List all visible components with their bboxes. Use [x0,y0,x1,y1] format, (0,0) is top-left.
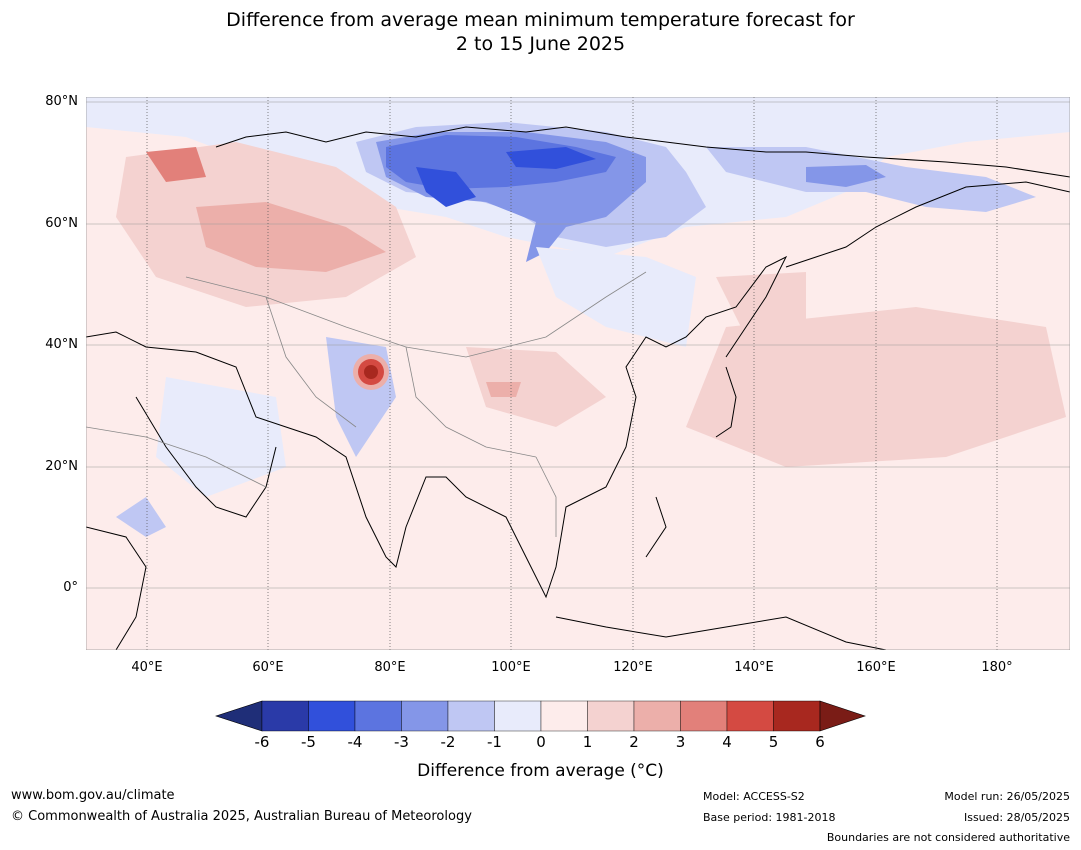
colorbar-tick-label: -3 [394,733,409,751]
anomaly-plus3-china [486,382,521,397]
colorbar-tick-label: -2 [440,733,456,751]
colorbar-under-triangle [215,700,263,732]
temperature-anomaly-map [86,97,1070,650]
colorbar-box [633,700,681,732]
title-line-1: Difference from average mean minimum tem… [226,9,855,31]
colorbar-over-triangle [819,700,866,732]
lat-gridlines [86,101,1070,589]
anomaly-minus5-central [506,147,596,169]
colorbar-tick-label: 2 [629,733,639,751]
anomaly-minus3-east [806,165,886,187]
anomaly-plus2-china [466,347,606,427]
footer-issued: Issued: 28/05/2025 [963,811,1070,824]
lat-label-80n: 80°N [45,94,78,109]
colorbar-box [494,700,542,732]
colorbar-tick-label: -1 [487,733,502,751]
colorbar-box [680,700,728,732]
hotspot-inner [364,365,378,379]
anomaly-minus1-mongolia [536,247,696,347]
colorbar-box [401,700,449,732]
anomaly-plus2-pacific [686,307,1066,467]
lon-label-80e: 80°E [374,660,406,675]
anomaly-minus2-africa [116,497,166,537]
lon-label-140e: 140°E [734,660,774,675]
footer-model: Model: ACCESS-S2 [703,790,805,803]
colorbar-tick-label: -4 [347,733,363,751]
footer-base-period: Base period: 1981-2018 [703,811,836,824]
colorbar-tick-label: 6 [815,733,825,751]
lat-label-40n: 40°N [45,337,78,352]
colorbar-box [308,700,356,732]
colorbar-tick-label: -5 [301,733,316,751]
colorbar-box [354,700,402,732]
colorbar-tick-label: 4 [722,733,732,751]
anomaly-plus3-scandinavia [146,147,206,182]
lon-label-160e: 160°E [856,660,896,675]
footer-copyright: © Commonwealth of Australia 2025, Austra… [11,809,472,824]
colorbar-tick-label: 5 [768,733,779,751]
lon-gridlines [146,97,998,650]
lat-label-0: 0° [63,580,78,595]
map-svg [86,97,1070,650]
colorbar-box [261,700,309,732]
colorbar-box [773,700,821,732]
coastlines [86,126,1070,650]
map-title: Difference from average mean minimum tem… [0,8,1081,56]
footer-disclaimer: Boundaries are not considered authoritat… [826,831,1070,844]
country-borders [86,271,647,537]
lon-label-120e: 120°E [613,660,653,675]
colorbar-box [726,700,774,732]
lon-label-40e: 40°E [131,660,163,675]
lon-label-60e: 60°E [252,660,284,675]
lon-label-180: 180° [981,660,1013,675]
footer-url[interactable]: www.bom.gov.au/climate [11,788,175,803]
title-line-2: 2 to 15 June 2025 [455,33,626,55]
colorbar-box [540,700,588,732]
colorbar-tick-label: 0 [536,733,546,751]
lat-label-20n: 20°N [45,459,78,474]
colorbar-tick-label: 1 [582,733,593,751]
anomaly-minus5-west [416,167,476,207]
lon-label-100e: 100°E [491,660,531,675]
colorbar-label: Difference from average (°C) [417,761,664,781]
colorbar-boxes [215,700,866,732]
colorbar-tick-label: 3 [675,733,686,751]
colorbar-tick-label: -6 [254,733,270,751]
anomaly-plus3-europe [196,202,386,272]
footer-model-run: Model run: 26/05/2025 [944,790,1070,803]
colorbar-box [587,700,635,732]
lat-label-60n: 60°N [45,216,78,231]
colorbar-box [447,700,495,732]
